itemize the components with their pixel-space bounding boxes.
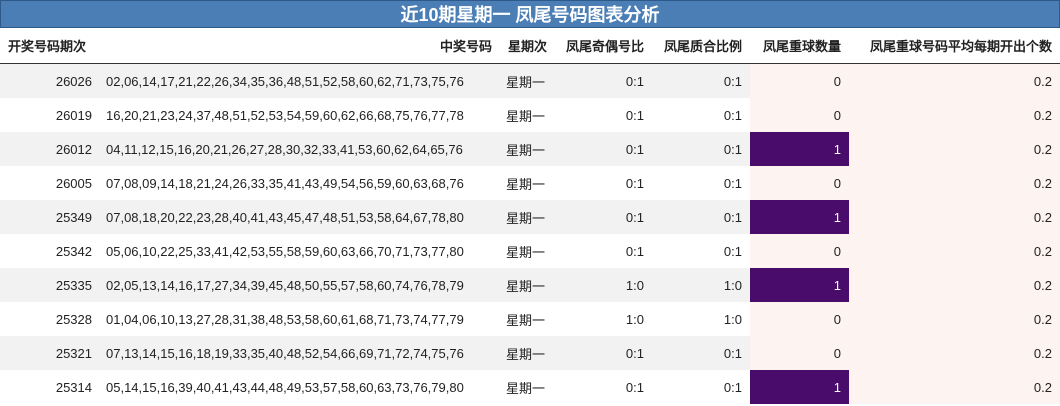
table-cell: 1: [750, 268, 849, 302]
table-cell: 25349: [0, 200, 100, 234]
table-cell: 1: [750, 200, 849, 234]
table-row: 25342 05,06,10,22,25,33,41,42,53,55,58,59…: [0, 234, 1060, 268]
table-cell: 25314: [55, 379, 92, 395]
header-cell: 开奖号码期次: [0, 28, 100, 64]
table-cell: 04,11,12,15,16,20,21,26,27,28,30,32,33,4…: [100, 132, 500, 166]
table-cell: 25328: [55, 311, 92, 327]
table-cell: 0:1: [723, 243, 742, 259]
table-cell: 25335: [0, 268, 100, 302]
table-cell: 0.2: [849, 200, 1060, 234]
table-cell: 0:1: [625, 107, 644, 123]
table-cell: 05,06,10,22,25,33,41,42,53,55,58,59,60,6…: [106, 243, 464, 259]
table-cell: 星期一: [506, 244, 546, 260]
table-cell: 01,04,06,10,13,27,28,31,38,48,53,58,60,6…: [106, 311, 464, 327]
table-row: 26012 04,11,12,15,16,20,21,26,27,28,30,32…: [0, 132, 1060, 166]
table-cell: 0:1: [723, 379, 742, 395]
table-row: 26019 16,20,21,23,24,37,48,51,52,53,54,59…: [0, 98, 1060, 132]
table-cell: 0: [750, 302, 849, 336]
table-cell: 02,05,13,14,16,17,27,34,39,45,48,50,55,5…: [100, 268, 500, 302]
header-cell: 凤尾重球号码平均每期开出个数: [849, 28, 1060, 64]
data-table: 开奖号码期次 中奖号码 星期次 凤尾奇偶号比 凤尾质合比例 凤尾重球数量 凤尾重球号码平均每…: [0, 28, 1060, 404]
table-cell: 0.2: [849, 166, 1060, 200]
table-cell: 0.2: [849, 132, 1060, 166]
table-cell: 0:1: [555, 132, 652, 166]
table-cell: 0.2: [849, 268, 1060, 302]
table-cell: 0:1: [625, 379, 644, 395]
table-row: 26026 02,06,14,17,21,22,26,34,35,36,48,51…: [0, 63, 1060, 98]
table-cell: 0:1: [555, 336, 652, 370]
table-cell: 26026: [0, 63, 100, 98]
table-cell: 星期一: [500, 336, 555, 370]
table-row: 25314 05,14,15,16,39,40,41,43,44,48,49,53…: [0, 370, 1060, 404]
table-cell: 0.2: [849, 98, 1060, 132]
header-cell: 凤尾质合比例: [652, 28, 750, 64]
table-cell: 星期一: [506, 176, 546, 192]
table-cell: 1:0: [625, 311, 644, 327]
table-cell: 26012: [0, 132, 100, 166]
table-cell: 0:1: [652, 200, 750, 234]
table-row: 26005 07,08,09,14,18,21,24,26,33,35,41,43…: [0, 166, 1060, 200]
table-cell: 0.2: [849, 370, 1060, 404]
table-cell: 星期一: [506, 312, 546, 328]
table-cell: 0:1: [723, 175, 742, 191]
table-cell: 0: [750, 234, 849, 268]
table-cell: 星期一: [500, 63, 555, 98]
table-cell: 07,13,14,15,16,18,19,33,35,40,48,52,54,6…: [100, 336, 500, 370]
header-cell: 星期次: [500, 28, 555, 64]
table-cell: 0:1: [555, 200, 652, 234]
table-cell: 1: [750, 370, 849, 404]
table-cell: 0:1: [652, 336, 750, 370]
table-cell: 07,08,09,14,18,21,24,26,33,35,41,43,49,5…: [106, 175, 464, 191]
table-cell: 0:1: [625, 243, 644, 259]
table-cell: 02,06,14,17,21,22,26,34,35,36,48,51,52,5…: [100, 63, 500, 98]
table-cell: 0: [750, 98, 849, 132]
table-cell: 16,20,21,23,24,37,48,51,52,53,54,59,60,6…: [106, 107, 464, 123]
table-cell: 星期一: [500, 200, 555, 234]
table-cell: 05,14,15,16,39,40,41,43,44,48,49,53,57,5…: [106, 379, 464, 395]
table-row: 25349 07,08,18,20,22,23,28,40,41,43,45,47…: [0, 200, 1060, 234]
header-cell: 中奖号码: [100, 28, 500, 64]
table-row: 25321 07,13,14,15,16,18,19,33,35,40,48,52…: [0, 336, 1060, 370]
table-cell: 星期一: [500, 268, 555, 302]
table-cell: 0:1: [625, 175, 644, 191]
table-cell: 0.2: [849, 302, 1060, 336]
table-cell: 1:0: [652, 268, 750, 302]
table-cell: 0.2: [849, 63, 1060, 98]
header-cell: 凤尾奇偶号比: [555, 28, 652, 64]
table-cell: 0: [750, 336, 849, 370]
table-cell: 0:1: [723, 107, 742, 123]
table-title: 近10期星期一 凤尾号码图表分析: [0, 0, 1060, 28]
table-cell: 星期一: [500, 132, 555, 166]
table-cell: 0:1: [652, 63, 750, 98]
table-cell: 1:0: [555, 268, 652, 302]
table-cell: 25321: [0, 336, 100, 370]
header-row: 开奖号码期次 中奖号码 星期次 凤尾奇偶号比 凤尾质合比例 凤尾重球数量 凤尾重球号码平均每…: [0, 28, 1060, 64]
header-cell: 凤尾重球数量: [750, 28, 849, 64]
table-cell: 0.2: [849, 234, 1060, 268]
table-cell: 0.2: [849, 336, 1060, 370]
table-cell: 星期一: [506, 380, 546, 396]
table-cell: 星期一: [506, 108, 546, 124]
table-cell: 0:1: [652, 132, 750, 166]
table-cell: 0: [750, 166, 849, 200]
table-cell: 25342: [55, 243, 92, 259]
table-cell: 1:0: [723, 311, 742, 327]
table-cell: 1: [750, 132, 849, 166]
table-cell: 0:1: [555, 63, 652, 98]
table-cell: 26019: [55, 107, 92, 123]
table-row: 25328 01,04,06,10,13,27,28,31,38,48,53,58…: [0, 302, 1060, 336]
table-cell: 26005: [55, 175, 92, 191]
table-cell: 07,08,18,20,22,23,28,40,41,43,45,47,48,5…: [100, 200, 500, 234]
table-row: 25335 02,05,13,14,16,17,27,34,39,45,48,50…: [0, 268, 1060, 302]
table-cell: 0: [750, 63, 849, 98]
